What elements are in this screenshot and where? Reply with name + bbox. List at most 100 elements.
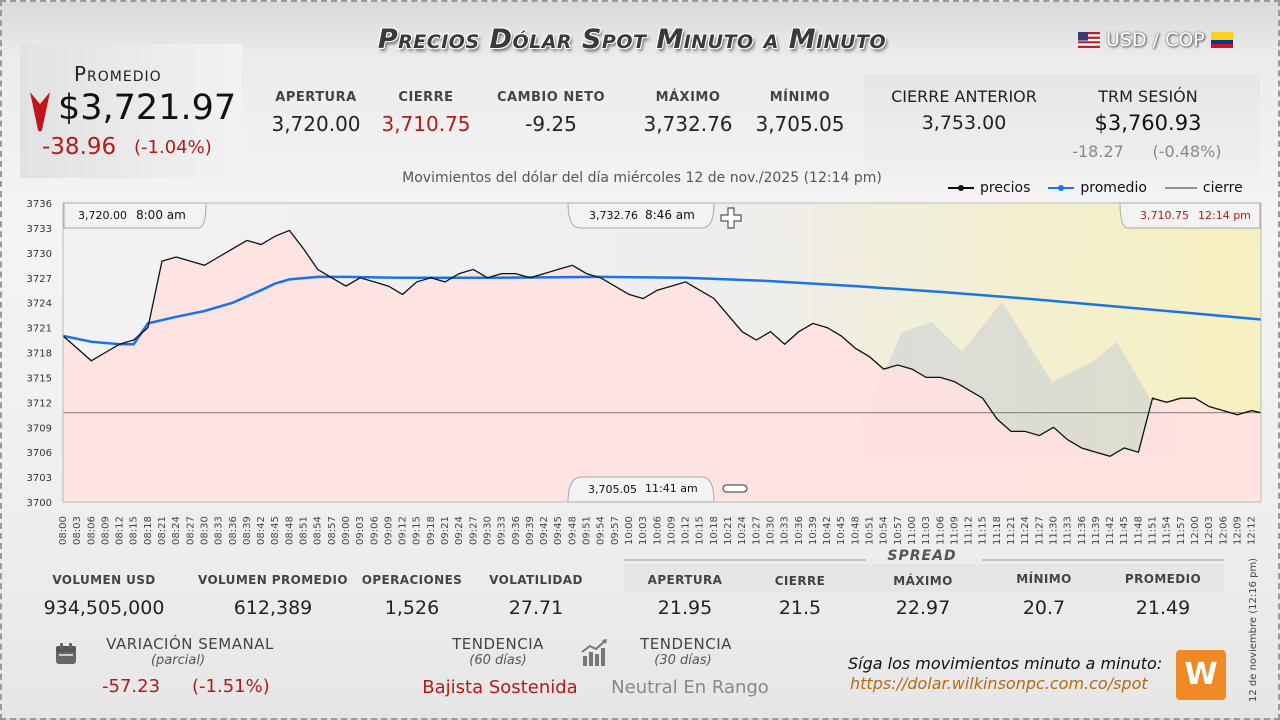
x-tick-label: 10:36 (794, 516, 805, 545)
x-tick-label: 11:15 (978, 516, 989, 545)
weekly-variation-pct: (-1.51%) (192, 676, 270, 697)
x-tick-label: 11:09 (949, 516, 960, 545)
open-label: APERTURA (275, 90, 357, 105)
spread-average-value: 21.49 (1135, 597, 1191, 619)
colombia-flag-icon (1210, 32, 1233, 48)
y-tick-label: 3736 (27, 199, 52, 210)
x-tick-label: 12:06 (1218, 516, 1229, 545)
price-chart[interactable]: 3736 3733 3730 3727 3724 3721 3718 3715 3712 3709… (2, 197, 1280, 552)
currency-pair-label: USD / COP (1106, 29, 1205, 51)
max-value: 3,732.76 (643, 112, 733, 136)
x-tick-label: 11:03 (921, 516, 932, 545)
price-fill-area (63, 230, 1261, 502)
legend-item-average[interactable]: promedio (1048, 180, 1147, 196)
page-title: Precios Dólar Spot Minuto a Minuto (377, 24, 887, 55)
min-tooltip-time: 11:41 am (645, 482, 698, 495)
y-tick-label: 3721 (27, 324, 52, 335)
x-tick-label: 08:00 (58, 516, 69, 545)
x-tick-label: 10:03 (638, 516, 649, 545)
x-tick-label: 09:24 (454, 516, 465, 545)
x-tick-label: 12:00 (1190, 516, 1201, 545)
x-tick-label: 10:27 (751, 516, 762, 545)
close-value: 3,710.75 (381, 112, 471, 136)
x-tick-label: 08:27 (185, 516, 196, 545)
x-tick-label: 08:36 (228, 516, 239, 545)
spread-close-label: CIERRE (774, 574, 826, 588)
trm-label: TRM SESIÓN (1098, 87, 1198, 106)
x-tick-label: 10:09 (666, 516, 677, 545)
volume-label: VOLUMEN USD (52, 573, 156, 587)
max-tooltip-time: 8:46 am (645, 208, 695, 222)
min-tooltip: 3,705.05 11:41 am (567, 476, 715, 503)
legend-prices-label: precios (980, 180, 1031, 196)
x-tick-label: 08:30 (199, 516, 210, 545)
x-tick-label: 08:09 (100, 516, 111, 545)
x-tick-label: 11:36 (1077, 516, 1088, 545)
wilkinson-logo-icon[interactable]: W (1176, 650, 1226, 700)
open-tooltip-price: 3,720.00 (78, 209, 127, 222)
x-tick-label: 10:33 (780, 516, 791, 545)
x-tick-label: 11:45 (1119, 516, 1130, 545)
x-tick-label: 10:12 (681, 516, 692, 545)
legend-prices-swatch (948, 185, 974, 191)
legend-item-prices[interactable]: precios (948, 180, 1030, 196)
y-tick-label: 3718 (27, 349, 52, 360)
x-tick-label: 11:42 (1105, 516, 1116, 545)
x-tick-label: 11:00 (907, 516, 918, 545)
volume-average-label: VOLUMEN PROMEDIO (197, 573, 348, 587)
x-tick-label: 12:12 (1247, 516, 1258, 545)
down-arrow-icon (30, 92, 50, 132)
x-tick-label: 11:30 (1048, 516, 1059, 545)
currency-pair[interactable]: USD / COP (1078, 29, 1233, 51)
scroll-handle[interactable] (722, 484, 748, 493)
open-tooltip-time: 8:00 am (136, 208, 186, 222)
weekly-variation-sub: (parcial) (150, 653, 206, 668)
x-tick-label: 08:03 (72, 516, 83, 545)
x-tick-label: 11:39 (1091, 516, 1102, 545)
x-tick-label: 10:00 (624, 516, 635, 545)
x-tick-label: 09:06 (369, 516, 380, 545)
x-tick-label: 08:12 (115, 516, 126, 545)
x-tick-label: 11:21 (1006, 516, 1017, 545)
spread-title: SPREAD (887, 548, 957, 564)
trm-change-pct: (-0.48%) (1152, 142, 1222, 161)
x-tick-label: 09:27 (468, 516, 479, 545)
x-tick-label: 09:42 (539, 516, 550, 545)
x-tick-label: 08:33 (214, 516, 225, 545)
x-tick-label: 10:15 (695, 516, 706, 545)
x-tick-label: 10:21 (723, 516, 734, 545)
x-tick-label: 09:39 (525, 516, 536, 545)
max-tooltip-price: 3,732.76 (589, 209, 638, 222)
volume-value: 934,505,000 (43, 597, 165, 619)
x-tick-label: 09:09 (383, 516, 394, 545)
chart-legend: precios promedio cierre (948, 180, 1243, 196)
max-label: MÁXIMO (655, 90, 721, 105)
update-timestamp: 12 de noviembre (12:16 pm) (1248, 557, 1259, 702)
y-tick-label: 3727 (27, 274, 52, 285)
x-tick-label: 09:18 (426, 516, 437, 545)
site-link[interactable]: https://dolar.wilkinsonpc.com.co/spot (850, 674, 1148, 693)
us-flag-icon (1078, 32, 1100, 48)
x-tick-label: 08:48 (284, 516, 295, 545)
x-tick-label: 11:06 (935, 516, 946, 545)
trend-30-label: TENDENCIA (640, 635, 732, 653)
min-tooltip-price: 3,705.05 (588, 483, 637, 496)
average-panel (20, 44, 242, 178)
x-axis: 08:00 08:03 08:06 08:09 08:12 08:15 08:18 08:21… (58, 516, 1258, 545)
x-tick-label: 10:54 (879, 516, 890, 545)
y-tick-label: 3730 (27, 249, 52, 260)
open-value: 3,720.00 (271, 112, 361, 136)
series-average-line[interactable] (62, 275, 1262, 346)
volatility-label: VOLATILIDAD (489, 573, 583, 587)
x-tick-label: 08:18 (143, 516, 154, 545)
legend-item-close[interactable]: cierre (1164, 180, 1243, 196)
operations-label: OPERACIONES (361, 573, 463, 587)
x-tick-label: 10:57 (893, 516, 904, 545)
chart-subtitle: Movimientos del dólar del día miércoles … (402, 170, 882, 186)
close-tooltip-time: 12:14 pm (1198, 209, 1251, 222)
average-change-pct: (-1.04%) (134, 137, 212, 158)
crosshair-icon[interactable] (720, 207, 742, 229)
series-price-line[interactable] (62, 229, 1262, 458)
weekly-variation-value: -57.23 (102, 676, 161, 697)
net-change-label: CAMBIO NETO (496, 90, 606, 105)
